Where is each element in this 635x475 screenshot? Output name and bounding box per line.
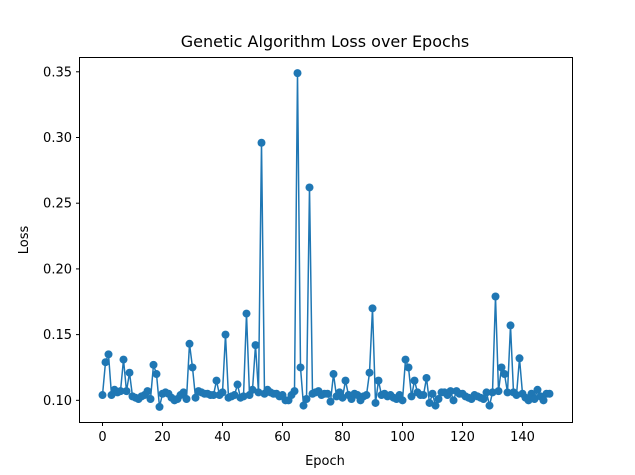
data-point (257, 138, 266, 147)
data-point (185, 339, 194, 348)
data-point (155, 402, 164, 411)
data-point (539, 396, 548, 405)
data-point (209, 391, 218, 400)
plot-frame (79, 57, 573, 423)
data-point (188, 363, 197, 372)
data-point (143, 387, 152, 396)
data-point (494, 387, 503, 396)
data-point (491, 292, 500, 301)
data-point (218, 388, 227, 397)
data-point (125, 368, 134, 377)
data-point (296, 363, 305, 372)
data-point (290, 387, 299, 396)
y-tick-label: 0.15 (43, 328, 72, 343)
data-point (404, 363, 413, 372)
data-point (122, 387, 131, 396)
x-tick-label: 120 (450, 430, 475, 445)
data-point (524, 396, 533, 405)
data-point (422, 373, 431, 382)
data-point (101, 358, 110, 367)
data-point (500, 370, 509, 379)
x-tick-label: 20 (154, 430, 171, 445)
data-point (410, 376, 419, 385)
data-point (179, 388, 188, 397)
data-point (446, 387, 455, 396)
data-point (230, 391, 239, 400)
data-point (434, 395, 443, 403)
data-point (371, 398, 380, 407)
data-point (449, 396, 458, 405)
data-point (302, 395, 311, 403)
data-point (428, 389, 437, 398)
data-point (419, 391, 428, 400)
y-tick-label: 0.30 (43, 131, 72, 146)
data-point (293, 69, 302, 78)
data-point (431, 401, 440, 410)
data-point (398, 396, 407, 405)
data-point (104, 350, 113, 359)
data-point (488, 388, 497, 397)
y-tick-label: 0.20 (43, 262, 72, 277)
data-point (299, 401, 308, 410)
data-point (116, 387, 125, 396)
y-tick-label: 0.10 (43, 394, 72, 409)
x-tick-label: 40 (214, 430, 231, 445)
data-point (305, 183, 314, 192)
data-point (512, 391, 521, 400)
data-point (362, 391, 371, 400)
x-tick-label: 100 (390, 430, 415, 445)
chart-title: Genetic Algorithm Loss over Epochs (181, 32, 470, 51)
data-point (254, 388, 263, 397)
data-point (533, 385, 542, 394)
data-point (401, 355, 410, 364)
data-point (251, 341, 260, 350)
data-point (506, 321, 515, 330)
data-point (341, 376, 350, 385)
data-point (239, 392, 248, 401)
data-point (503, 388, 512, 397)
x-tick-label: 0 (98, 430, 106, 445)
data-point (479, 395, 488, 403)
data-point (242, 309, 251, 318)
data-point (233, 380, 242, 389)
data-point (152, 370, 161, 379)
data-point (482, 388, 491, 397)
data-point (221, 330, 230, 339)
data-point (497, 363, 506, 372)
data-point (374, 376, 383, 385)
y-axis-label: Loss (17, 226, 32, 255)
x-axis-label: Epoch (305, 454, 345, 469)
data-point (212, 376, 221, 385)
data-point (329, 370, 338, 379)
data-point (98, 391, 107, 400)
data-point (515, 354, 524, 363)
y-tick-label: 0.25 (43, 197, 72, 212)
x-tick-label: 80 (334, 430, 351, 445)
data-point (182, 395, 191, 403)
data-point (119, 355, 128, 364)
data-point (368, 304, 377, 313)
data-point (407, 392, 416, 401)
x-tick-label: 60 (274, 430, 291, 445)
data-point (338, 393, 347, 402)
data-point (248, 385, 257, 394)
data-point (326, 397, 335, 406)
data-point (545, 389, 554, 398)
data-point (191, 393, 200, 402)
data-point (530, 395, 539, 403)
y-tick-label: 0.35 (43, 65, 72, 80)
data-point (149, 360, 158, 369)
x-tick-label: 140 (510, 430, 535, 445)
data-point (485, 401, 494, 410)
plot-area (98, 69, 554, 411)
data-point (365, 368, 374, 377)
data-point (146, 395, 155, 403)
data-point (425, 398, 434, 407)
data-point (323, 389, 332, 398)
